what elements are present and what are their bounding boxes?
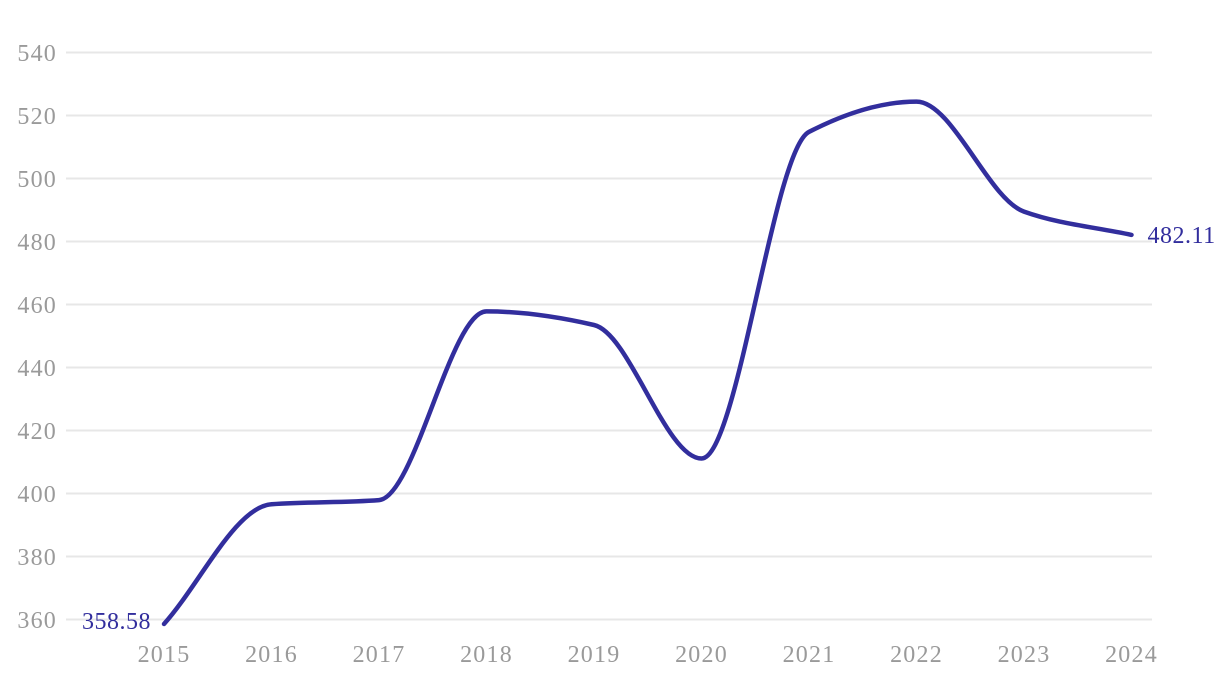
- x-axis-tick-label: 2024: [1105, 642, 1158, 668]
- y-axis-tick-label: 400: [17, 482, 57, 508]
- y-axis-labels-group: 540 520 500 480 460 440 420 400 380 360: [17, 41, 57, 634]
- x-axis-tick-label: 2015: [138, 642, 191, 668]
- y-axis-tick-label: 420: [17, 419, 57, 445]
- y-axis-tick-label: 440: [17, 356, 57, 382]
- data-line: [161, 99, 1134, 627]
- x-axis-labels-group: 2015 2016 2017 2018 2019 2020 2021 2022 2023 2024: [138, 642, 1158, 668]
- y-axis-tick-label: 520: [17, 104, 57, 130]
- x-axis-tick-label: 2017: [353, 642, 406, 668]
- x-axis-tick-label: 2022: [890, 642, 943, 668]
- x-axis-tick-label: 2016: [245, 642, 298, 668]
- gridlines-group: [66, 51, 1152, 621]
- y-axis-tick-label: 500: [17, 167, 57, 193]
- y-axis-tick-label: 540: [17, 41, 57, 67]
- y-axis-tick-label: 480: [17, 230, 57, 256]
- y-axis-tick-label: 360: [17, 608, 57, 634]
- x-axis-tick-label: 2021: [783, 642, 836, 668]
- y-axis-tick-label: 380: [17, 545, 57, 571]
- first-value-label: 358.58: [82, 609, 151, 635]
- last-value-label: 482.11: [1148, 223, 1216, 249]
- x-axis-tick-label: 2020: [675, 642, 728, 668]
- x-axis-tick-label: 2023: [998, 642, 1051, 668]
- y-axis-tick-label: 460: [17, 293, 57, 319]
- x-axis-tick-label: 2019: [568, 642, 621, 668]
- x-axis-tick-label: 2018: [460, 642, 513, 668]
